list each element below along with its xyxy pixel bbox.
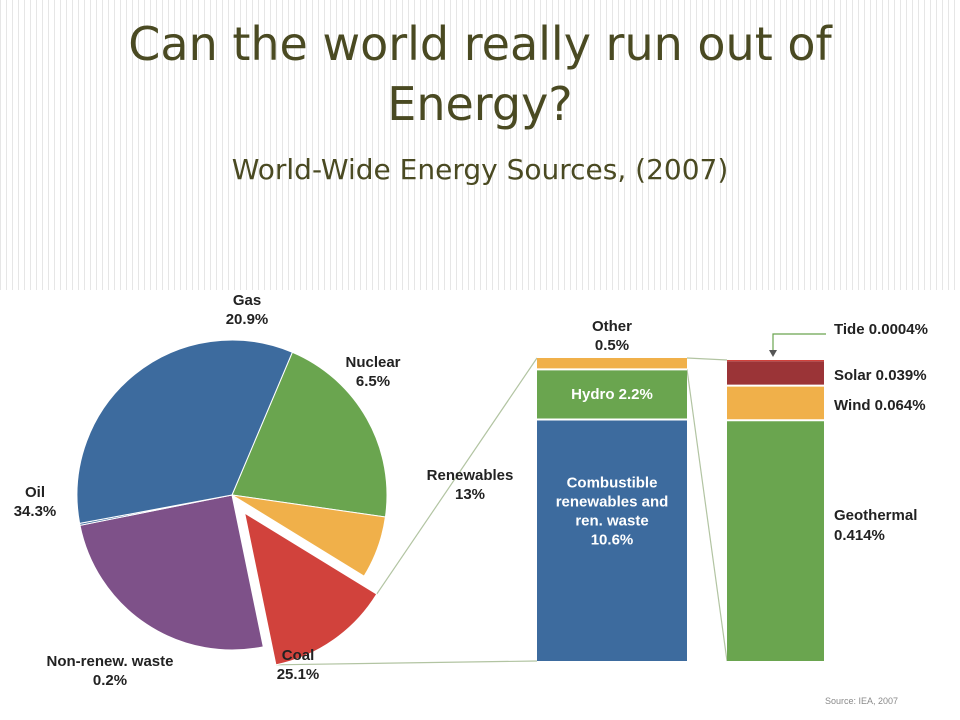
pie-slice-oil bbox=[76, 339, 294, 524]
bar-label-combustible: Combustible bbox=[567, 475, 658, 492]
pie-label-nuclear: Nuclear bbox=[345, 354, 400, 371]
other-renewables-breakdown-bar bbox=[727, 360, 824, 661]
pie-value-non_renew_waste: 0.2% bbox=[93, 672, 127, 689]
pie-label-coal: Coal bbox=[282, 647, 315, 664]
chart-subtitle: World-Wide Energy Sources, (2007) bbox=[231, 153, 729, 186]
pie-slice-nuclear bbox=[231, 494, 386, 577]
bar-segment-geothermal bbox=[727, 420, 824, 661]
bar-label-combustible: ren. waste bbox=[575, 513, 648, 530]
bar-segment-solar bbox=[727, 361, 824, 386]
pie-chart bbox=[76, 339, 388, 666]
pie-value-gas: 20.9% bbox=[226, 311, 269, 328]
pie-label-renewables: Renewables bbox=[427, 467, 514, 484]
bar-label-wind: Wind 0.064% bbox=[834, 397, 926, 414]
connector-line-other-top bbox=[686, 357, 728, 361]
bar-label-combustible: renewables and bbox=[556, 494, 669, 511]
energy-chart-svg: Gas 20.9% Nuclear 6.5% Renewables 13% Coal 25.1… bbox=[14, 292, 928, 706]
striped-header-background bbox=[0, 0, 960, 290]
pie-label-non_renew_waste: Non-renew. waste bbox=[47, 653, 174, 670]
bar-label-tide: Tide 0.0004% bbox=[834, 321, 928, 338]
pie-slice-coal bbox=[79, 494, 264, 651]
tide-pointer-arrowhead bbox=[769, 350, 777, 357]
other-renewables-labels: Geothermal 0.414% Wind 0.064% Solar 0.039% T… bbox=[769, 321, 928, 544]
pie-value-coal: 25.1% bbox=[277, 666, 320, 683]
bar-label-geothermal: 0.414% bbox=[834, 527, 885, 544]
connector-line-other-bottom bbox=[686, 369, 728, 662]
source-note: Source: IEA, 2007 bbox=[825, 696, 898, 706]
bar-label-hydro: Hydro 2.2% bbox=[571, 386, 653, 403]
bar-label-solar: Solar 0.039% bbox=[834, 367, 927, 384]
pie-value-renewables: 13% bbox=[455, 486, 485, 503]
pie-value-oil: 34.3% bbox=[14, 503, 57, 520]
pie-slice-gas bbox=[231, 351, 388, 518]
pie-label-gas: Gas bbox=[233, 292, 261, 309]
tide-pointer-line bbox=[772, 333, 826, 352]
pie-labels: Gas 20.9% Nuclear 6.5% Renewables 13% Coal 25.1… bbox=[14, 292, 514, 689]
bar-segment-combustible bbox=[537, 419, 687, 661]
page-title: Can the world really run out of Energy? bbox=[128, 17, 832, 131]
connector-line-top bbox=[376, 357, 538, 595]
pie-label-oil: Oil bbox=[25, 484, 45, 501]
connector-line-bottom bbox=[275, 660, 538, 666]
bar-segment-wind bbox=[727, 385, 824, 421]
connector-lines bbox=[275, 357, 728, 666]
bar-label-combustible: 10.6% bbox=[591, 532, 634, 549]
bar-segment-hydro bbox=[537, 369, 687, 420]
bar-label-other: Other bbox=[592, 318, 632, 335]
bar-label-geothermal: Geothermal bbox=[834, 507, 917, 524]
pie-value-nuclear: 6.5% bbox=[356, 373, 390, 390]
chart-area: Gas 20.9% Nuclear 6.5% Renewables 13% Coal 25.1… bbox=[0, 290, 960, 720]
pie-slice-renewables bbox=[243, 511, 378, 666]
renewables-breakdown-bar: Combustible renewables and ren. waste 10.6%… bbox=[537, 318, 687, 661]
bar-segment-tide bbox=[727, 360, 824, 362]
bar-label-other: 0.5% bbox=[595, 337, 629, 354]
bar-segment-other bbox=[537, 358, 687, 370]
